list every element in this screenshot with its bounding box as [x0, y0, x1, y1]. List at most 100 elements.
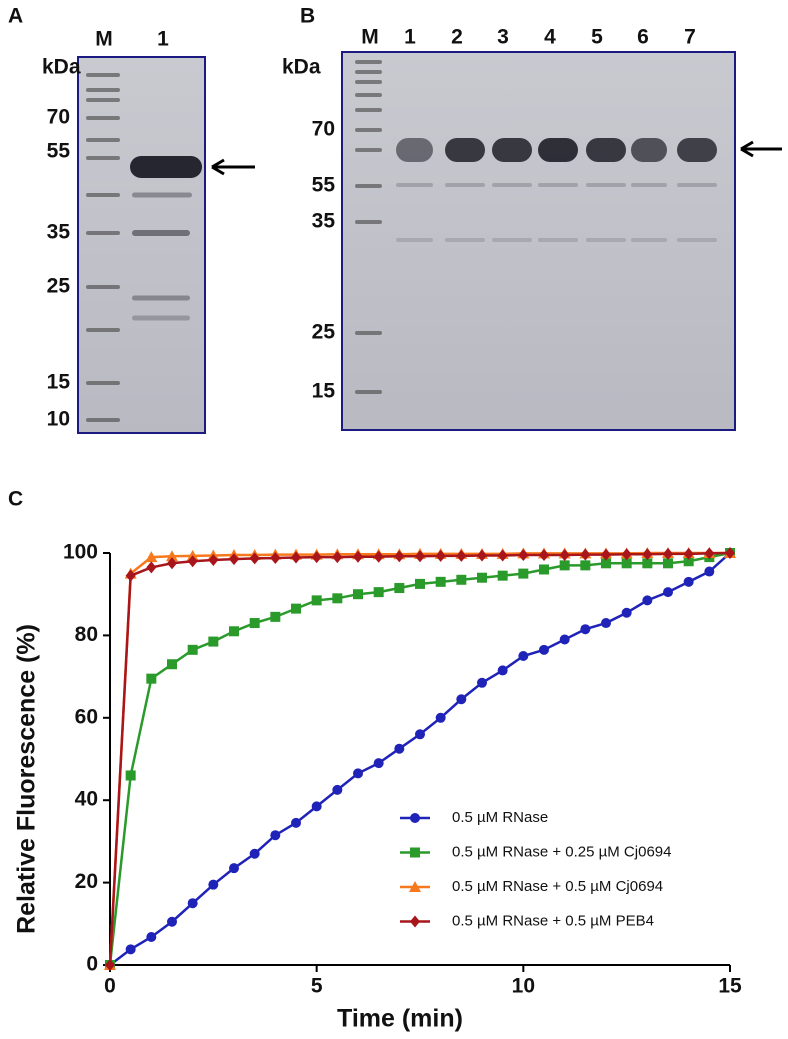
data-point [270, 611, 281, 622]
ladder-band [355, 128, 382, 132]
marker-label: 70 [312, 118, 335, 141]
ladder-band [86, 381, 120, 385]
lane-label: 5 [591, 26, 603, 49]
data-point [146, 931, 157, 942]
data-point [435, 712, 446, 723]
ladder-band [86, 73, 120, 77]
marker-label: 35 [47, 221, 71, 244]
protein-band [586, 183, 626, 187]
marker-label: 25 [47, 275, 71, 298]
unit-label: kDa [42, 56, 81, 79]
ladder-band [355, 220, 382, 224]
data-point [249, 618, 260, 629]
ladder-band [355, 390, 382, 394]
data-point [539, 644, 549, 655]
data-point [270, 551, 281, 564]
data-point [663, 547, 673, 560]
protein-band [130, 156, 202, 178]
ladder-band [355, 331, 382, 335]
ladder-band [355, 148, 382, 152]
data-point [353, 589, 363, 600]
ladder-band [86, 156, 120, 160]
data-point [373, 587, 384, 598]
data-point [291, 551, 301, 564]
data-point [166, 550, 178, 562]
data-point [125, 944, 136, 955]
lane-label: 2 [451, 26, 463, 49]
ladder-band [86, 98, 120, 102]
data-point [291, 603, 301, 614]
lane-label: 1 [404, 26, 416, 49]
ladder-band [86, 231, 120, 235]
x-tick-label: 0 [104, 975, 116, 998]
ladder-band [355, 70, 382, 74]
data-point [415, 578, 425, 589]
protein-band [631, 238, 667, 242]
protein-band [445, 138, 485, 162]
data-point [187, 644, 198, 655]
data-point [167, 916, 177, 927]
data-point [353, 550, 363, 563]
protein-band [586, 138, 626, 162]
ladder-band [86, 116, 120, 120]
data-point [270, 830, 281, 841]
protein-band [445, 238, 485, 242]
data-point [208, 879, 219, 890]
data-point [559, 634, 570, 645]
data-point [394, 743, 405, 754]
data-point [704, 547, 715, 560]
series-line [108, 551, 731, 966]
data-point [332, 593, 343, 604]
data-point [601, 548, 611, 561]
protein-band [445, 183, 485, 187]
data-point [518, 651, 529, 661]
data-point [229, 626, 239, 637]
y-tick-label: 80 [75, 623, 98, 646]
data-point [601, 618, 611, 629]
lane-label: M [95, 28, 113, 51]
data-point [415, 729, 425, 740]
data-point [353, 768, 363, 779]
ladder-band [86, 285, 120, 289]
x-axis-title: Time (min) [337, 1005, 463, 1033]
data-point [683, 576, 694, 587]
y-tick-label: 40 [75, 788, 98, 811]
protein-band [396, 238, 433, 242]
data-point [663, 587, 673, 598]
data-point [580, 560, 591, 571]
data-point [642, 595, 653, 606]
data-point [539, 564, 549, 575]
data-point [332, 551, 343, 564]
protein-band [538, 183, 578, 187]
data-point [642, 548, 653, 561]
marker-label: 70 [47, 106, 70, 129]
protein-band [677, 183, 717, 187]
arrow [740, 140, 782, 158]
data-point [477, 572, 487, 583]
data-point [497, 665, 508, 676]
panel-label: C [8, 488, 23, 511]
data-point [456, 549, 467, 562]
ladder-band [355, 60, 382, 64]
data-point [208, 636, 219, 647]
data-point [456, 574, 467, 585]
data-point [621, 558, 632, 569]
data-point [621, 607, 632, 618]
gel-image [77, 56, 206, 434]
legend-label: 0.5 µM RNase [452, 809, 548, 826]
protein-band [538, 138, 578, 162]
ladder-band [86, 418, 120, 422]
series-line [109, 552, 731, 966]
legend-marker [410, 813, 420, 823]
data-point [125, 569, 136, 582]
arrow [211, 158, 255, 176]
data-point [601, 558, 611, 569]
data-point [456, 694, 467, 705]
data-point [187, 898, 198, 909]
lane-label: 7 [684, 26, 696, 49]
protein-band [132, 230, 190, 236]
marker-label: 55 [47, 140, 71, 163]
marker-label: 15 [47, 371, 71, 394]
ladder-band [86, 328, 120, 332]
data-point [477, 549, 487, 562]
